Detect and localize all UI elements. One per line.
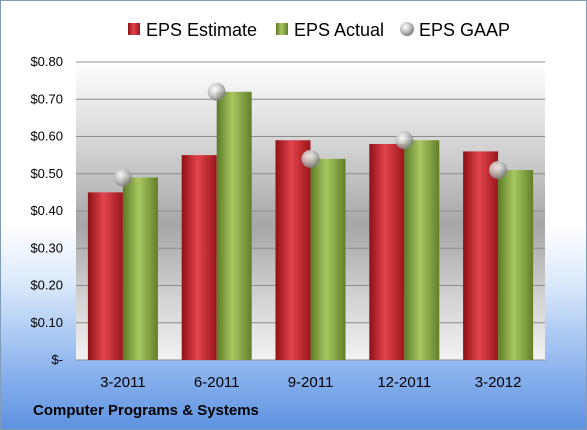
legend-eps-gaap-swatch bbox=[400, 22, 414, 36]
marker-eps-gaap bbox=[301, 149, 320, 168]
y-tick-label: $0.70 bbox=[30, 91, 63, 106]
x-tick-label: 6-2011 bbox=[194, 374, 240, 391]
y-tick-label: $0.50 bbox=[30, 166, 63, 181]
x-tick-label: 3-2011 bbox=[100, 374, 146, 391]
legend-eps-actual-swatch bbox=[276, 23, 288, 35]
legend-eps-gaap-label: EPS GAAP bbox=[419, 20, 510, 40]
bar-eps-estimate bbox=[369, 143, 405, 360]
y-tick-label: $0.60 bbox=[30, 129, 63, 144]
bar-eps-estimate bbox=[275, 140, 311, 360]
chart-footer-title: Computer Programs & Systems bbox=[33, 402, 259, 419]
x-tick-label: 9-2011 bbox=[288, 374, 334, 391]
legend-eps-estimate-swatch bbox=[128, 23, 140, 35]
y-tick-label: $- bbox=[51, 352, 63, 367]
y-tick-label: $0.10 bbox=[30, 315, 63, 330]
y-tick-label: $0.30 bbox=[30, 240, 63, 255]
marker-eps-gaap bbox=[113, 168, 132, 187]
bar-eps-actual bbox=[310, 158, 346, 360]
bar-eps-actual bbox=[122, 177, 158, 360]
legend-eps-estimate-label: EPS Estimate bbox=[146, 20, 257, 40]
marker-eps-gaap bbox=[395, 131, 414, 150]
x-tick-label: 12-2011 bbox=[377, 374, 431, 391]
bar-eps-estimate bbox=[463, 151, 499, 360]
marker-eps-gaap bbox=[489, 161, 508, 180]
bar-eps-actual bbox=[498, 170, 534, 360]
x-tick-label: 3-2012 bbox=[475, 374, 522, 391]
legend-eps-actual-label: EPS Actual bbox=[294, 20, 384, 40]
bar-eps-estimate bbox=[87, 192, 123, 360]
marker-eps-gaap bbox=[207, 82, 226, 101]
y-tick-label: $0.40 bbox=[30, 203, 63, 218]
bar-eps-actual bbox=[216, 91, 252, 361]
y-tick-label: $0.80 bbox=[30, 54, 63, 69]
y-tick-label: $0.20 bbox=[30, 278, 63, 293]
bar-eps-actual bbox=[404, 140, 440, 360]
bar-eps-estimate bbox=[181, 155, 217, 360]
